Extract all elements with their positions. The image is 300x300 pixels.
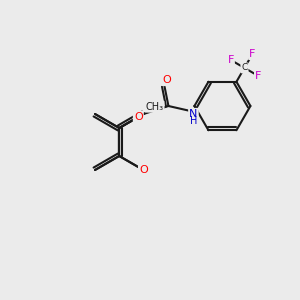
Text: F: F [255,71,262,81]
Text: O: O [162,75,171,85]
Text: H: H [190,116,197,126]
Text: F: F [249,49,256,59]
Text: O: O [134,112,143,122]
Text: N: N [189,109,198,119]
Text: C: C [241,63,248,72]
Text: F: F [227,55,234,65]
Text: O: O [139,165,148,175]
Text: CH₃: CH₃ [146,102,164,112]
